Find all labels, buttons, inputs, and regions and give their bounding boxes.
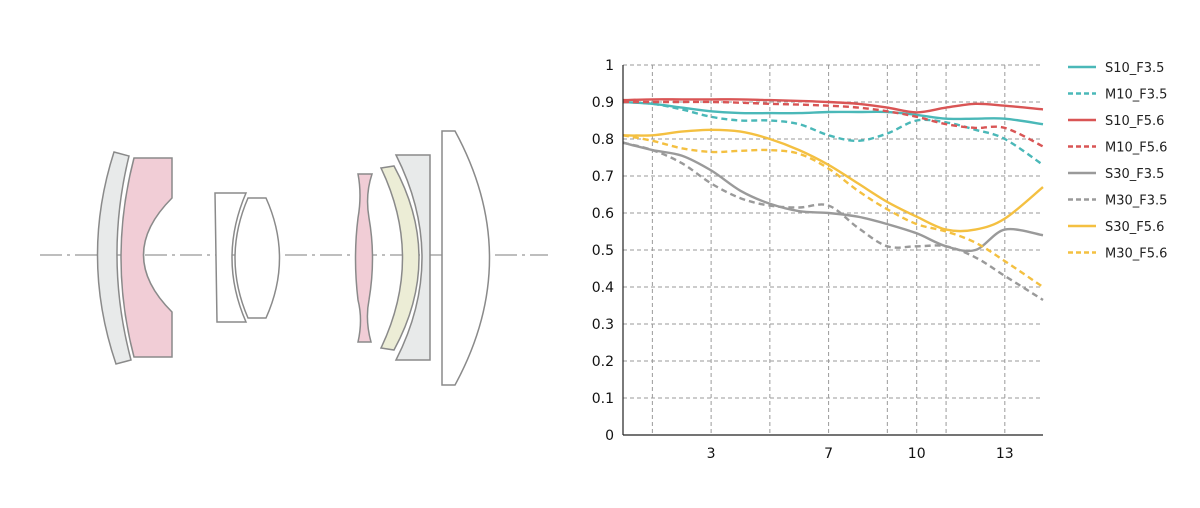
y-tick-label: 1 xyxy=(605,58,614,74)
y-axis-ticks: 0 0.1 0.2 0.3 0.4 0.5 0.6 0.7 0.8 0.9 1 xyxy=(592,58,614,444)
legend-label-s30-f3-5: S30_F3.5 xyxy=(1105,167,1164,182)
y-tick-label: 0.9 xyxy=(592,95,614,111)
series-line-m10-f5-6 xyxy=(623,100,1044,148)
legend-label-m30-f5-6: M30_F5.6 xyxy=(1105,247,1167,262)
series-line-s30-f5-6 xyxy=(622,128,1044,233)
y-tick-label: 0.7 xyxy=(592,169,614,185)
lens-construction-diagram xyxy=(40,130,548,386)
x-axis-ticks: 3 7 10 13 xyxy=(707,446,1014,462)
series-line-s30-f3-5 xyxy=(622,141,1044,253)
y-tick-label: 0.2 xyxy=(592,354,614,370)
legend-label-m30-f3-5: M30_F3.5 xyxy=(1105,194,1167,209)
x-tick-label: 13 xyxy=(996,446,1014,462)
lens-element-4 xyxy=(234,197,281,319)
legend-label-m10-f5-6: M10_F5.6 xyxy=(1105,141,1167,156)
lens-element-3 xyxy=(214,192,248,323)
x-tick-label: 3 xyxy=(707,446,716,462)
lens-element-7 xyxy=(394,154,431,361)
series-line-s10-f5-6 xyxy=(622,98,1044,114)
series-line-s10-f3-5 xyxy=(622,100,1044,126)
mtf-chart: 0 0.1 0.2 0.3 0.4 0.5 0.6 0.7 0.8 0.9 1 3 7 10 13 xyxy=(592,58,1044,462)
series-line-m30-f5-6 xyxy=(622,134,1044,288)
y-tick-label: 0.8 xyxy=(592,132,614,148)
legend-label-s10-f3-5: S10_F3.5 xyxy=(1105,61,1164,76)
series-line-m30-f3-5 xyxy=(622,141,1044,302)
x-tick-label: 7 xyxy=(824,446,833,462)
chart-series xyxy=(622,98,1044,302)
y-tick-label: 0.3 xyxy=(592,317,614,333)
chart-legend: S10_F3.5 M10_F3.5 S10_F5.6 M10_F5.6 S30_F3.5… xyxy=(1068,61,1167,262)
lens-element-6 xyxy=(379,165,420,351)
lens-element-2 xyxy=(120,157,173,358)
chart-grid xyxy=(623,64,1043,435)
y-tick-label: 0.6 xyxy=(592,206,614,222)
legend-label-s30-f5-6: S30_F5.6 xyxy=(1105,220,1164,235)
y-tick-label: 0.1 xyxy=(592,391,614,407)
x-tick-label: 10 xyxy=(908,446,926,462)
y-tick-label: 0.4 xyxy=(592,280,614,296)
lens-element-5 xyxy=(354,173,374,343)
y-tick-label: 0 xyxy=(605,428,614,444)
legend-label-m10-f3-5: M10_F3.5 xyxy=(1105,88,1167,103)
lens-element-8 xyxy=(441,130,491,386)
y-tick-label: 0.5 xyxy=(592,243,614,259)
lens-element-1 xyxy=(96,151,132,365)
legend-label-s10-f5-6: S10_F5.6 xyxy=(1105,114,1164,129)
